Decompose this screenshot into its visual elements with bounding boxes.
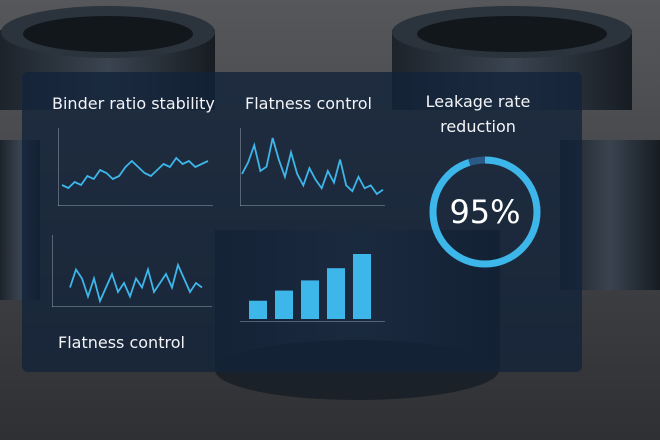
mini-chart — [240, 128, 385, 206]
panel-title: Binder ratio stability — [52, 94, 215, 113]
gauge-arc — [429, 156, 541, 268]
bar — [327, 268, 345, 319]
bar — [353, 254, 371, 319]
bar — [249, 300, 267, 319]
sparkline — [61, 156, 209, 190]
mini-chart: 95% — [429, 156, 541, 268]
sparkline — [69, 262, 203, 304]
bar — [275, 290, 293, 319]
sparkline — [241, 137, 384, 196]
overlay-panel — [22, 72, 582, 372]
panel-title: Flatness control — [245, 94, 372, 113]
mini-chart — [240, 254, 385, 322]
mini-chart — [52, 235, 212, 307]
panel-title: Flatness control — [58, 333, 185, 352]
panel-title: Leakage rate reduction — [425, 92, 531, 136]
mini-chart — [58, 128, 213, 206]
gauge-label: 95% — [449, 193, 520, 231]
bar — [301, 280, 319, 319]
